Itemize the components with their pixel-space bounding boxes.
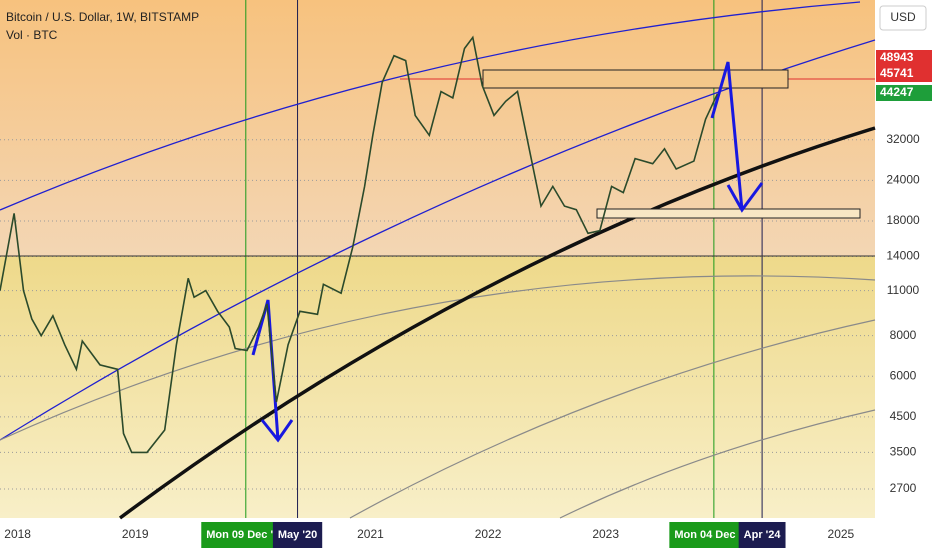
x-tick-label: 2018 xyxy=(4,527,31,541)
price-line xyxy=(0,35,719,454)
marker-box xyxy=(738,522,786,548)
x-tick-label: 2019 xyxy=(122,527,149,541)
y-tick-label: 4500 xyxy=(890,409,917,423)
arrow xyxy=(251,299,294,443)
y-tick-label: 14000 xyxy=(886,249,920,263)
y-tick-label: 18000 xyxy=(886,213,920,227)
drawings xyxy=(0,1,876,520)
x-tick-label: 2025 xyxy=(828,527,855,541)
grey-curve xyxy=(559,409,876,519)
price-badge-label: 45741 xyxy=(880,66,914,80)
y-tick-label: 2700 xyxy=(890,481,917,495)
x-tick-label: 2022 xyxy=(475,527,502,541)
price-badge xyxy=(876,66,932,82)
price-badge-label: 48943 xyxy=(880,50,914,64)
marker-box xyxy=(272,522,323,548)
marker-label: Apr '24 xyxy=(744,529,782,541)
price-axis xyxy=(875,0,932,550)
y-tick-label: 11000 xyxy=(887,283,920,297)
y-tick-label: 24000 xyxy=(886,173,920,187)
chart-subtitle: Vol · BTC xyxy=(6,28,58,42)
y-tick-label: 32000 xyxy=(886,132,920,146)
grey-curve xyxy=(349,319,876,519)
arrow xyxy=(710,61,764,213)
zone-box xyxy=(482,69,789,89)
zone-box xyxy=(596,208,861,219)
price-badge xyxy=(876,85,932,101)
support-curve xyxy=(118,126,876,520)
marker-label: May '20 xyxy=(278,529,317,541)
currency-button[interactable] xyxy=(879,5,927,31)
marker-label: Mon 09 Dec '19 xyxy=(206,529,285,541)
price-badge xyxy=(876,50,932,66)
y-tick-label: 8000 xyxy=(890,328,917,342)
x-tick-label: 2021 xyxy=(357,527,384,541)
zone-lower xyxy=(0,256,875,518)
marker-label: Mon 04 Dec '23 xyxy=(674,529,753,541)
grey-curve xyxy=(0,275,876,441)
channel-curve xyxy=(0,1,861,211)
y-tick-label: 6000 xyxy=(890,368,917,382)
x-tick-label: 2023 xyxy=(592,527,619,541)
currency-label[interactable]: USD xyxy=(890,10,916,24)
price-badge-label: 44247 xyxy=(880,85,914,99)
y-tick-label: 3500 xyxy=(890,445,917,459)
chart-title: Bitcoin / U.S. Dollar, 1W, BITSTAMP xyxy=(6,10,199,24)
